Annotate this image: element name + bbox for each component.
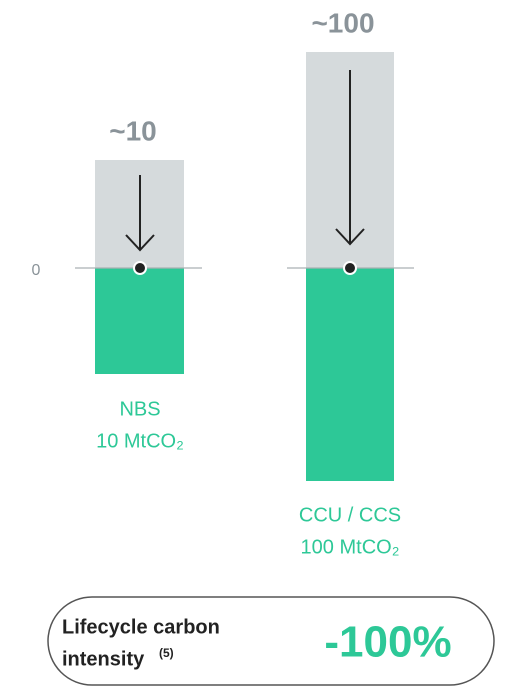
item-capacity: 10 MtCO₂ bbox=[96, 430, 184, 452]
footnote: (5) bbox=[159, 646, 174, 660]
badge-value: -100% bbox=[324, 618, 451, 667]
zero-label: 0 bbox=[32, 262, 41, 279]
item-name: NBS bbox=[119, 398, 160, 420]
badge bbox=[47, 596, 495, 686]
dot bbox=[343, 261, 357, 275]
dot bbox=[133, 261, 147, 275]
item-name: CCU / CCS bbox=[299, 504, 401, 526]
amount-label: ~10 bbox=[109, 115, 157, 146]
removal-bar bbox=[306, 268, 394, 481]
arrow bbox=[125, 175, 155, 252]
badge-label: Lifecycle carbon bbox=[62, 616, 220, 638]
arrow bbox=[335, 70, 365, 246]
item-capacity: 100 MtCO₂ bbox=[301, 536, 400, 558]
badge-label: intensity bbox=[62, 648, 145, 670]
removal-bar bbox=[95, 268, 184, 374]
amount-label: ~100 bbox=[311, 7, 374, 38]
